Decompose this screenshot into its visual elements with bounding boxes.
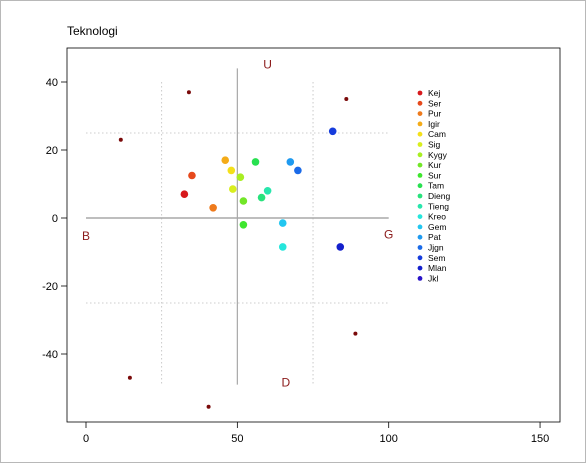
- legend-marker-tieng: [417, 203, 423, 209]
- legend-label-tieng: Tieng: [428, 201, 449, 211]
- y-tick-label: 40: [46, 77, 58, 89]
- direction-label-g: G: [384, 227, 393, 241]
- data-point-igir: [221, 156, 230, 164]
- legend-marker-kreo: [417, 214, 423, 220]
- legend-label-cam: Cam: [428, 129, 446, 139]
- center-axes: [86, 68, 389, 385]
- legend-marker-kygy: [417, 152, 423, 158]
- data-point-sig: [229, 185, 237, 193]
- data-point-pat: [286, 158, 295, 166]
- data-point-jjgn: [294, 166, 302, 175]
- data-point-tam: [251, 158, 260, 166]
- x-tick-label: 150: [531, 433, 549, 445]
- legend-label-gem: Gem: [428, 222, 446, 232]
- legend-marker-pat: [417, 234, 423, 240]
- direction-labels: U B G D: [82, 57, 393, 389]
- data-point-kej: [180, 190, 189, 198]
- data-point-sur: [239, 221, 248, 229]
- x-tick-label: 50: [231, 433, 243, 445]
- legend-marker-tam: [417, 183, 423, 189]
- y-tick-label: 0: [52, 213, 58, 225]
- legend-marker-kur: [417, 162, 423, 168]
- legend-label-tam: Tam: [428, 181, 444, 191]
- legend-marker-sem: [417, 255, 423, 261]
- data-point-pur: [209, 204, 217, 212]
- y-tick-label: 20: [46, 145, 58, 157]
- legend-label-kej: Kej: [428, 88, 440, 98]
- direction-label-u: U: [263, 57, 272, 71]
- legend-marker-jjgn: [417, 245, 423, 250]
- data-point-kur: [239, 197, 248, 205]
- legend-marker-igir: [417, 121, 423, 127]
- legend-label-mlan: Mlan: [428, 263, 447, 273]
- direction-label-b: B: [82, 229, 90, 243]
- legend-marker-kej: [417, 90, 423, 96]
- anchor-point: [353, 331, 358, 336]
- data-point-ser: [188, 171, 196, 180]
- data-point-kygy: [236, 173, 245, 181]
- anchor-point: [206, 404, 211, 409]
- legend-label-kreo: Kreo: [428, 212, 446, 222]
- legend-marker-cam: [417, 131, 423, 137]
- legend-label-kur: Kur: [428, 160, 441, 170]
- legend: KejSerPurIgirCamSigKygyKurSurTamDiengTie…: [417, 88, 450, 283]
- legend-label-jkl: Jkl: [428, 273, 439, 283]
- data-point-sem: [328, 127, 337, 136]
- chart-title: Teknologi: [67, 24, 118, 38]
- legend-marker-sur: [417, 173, 423, 178]
- x-tick-label: 100: [380, 433, 398, 445]
- legend-label-sur: Sur: [428, 170, 441, 180]
- y-tick-label: -20: [42, 281, 58, 293]
- anchor-points: [118, 90, 358, 409]
- legend-label-sem: Sem: [428, 253, 445, 263]
- legend-label-kygy: Kygy: [428, 150, 448, 160]
- data-point-gem: [278, 219, 287, 227]
- legend-label-pur: Pur: [428, 109, 441, 119]
- legend-label-jjgn: Jjgn: [428, 243, 444, 253]
- anchor-point: [344, 97, 349, 101]
- legend-marker-sig: [417, 142, 423, 147]
- legend-label-sig: Sig: [428, 140, 441, 150]
- legend-label-dieng: Dieng: [428, 191, 450, 201]
- x-tick-label: 0: [83, 433, 89, 445]
- legend-marker-gem: [417, 224, 423, 230]
- anchor-point: [127, 375, 132, 380]
- legend-marker-pur: [417, 111, 423, 116]
- legend-marker-ser: [417, 100, 423, 106]
- y-tick-label: -40: [42, 349, 58, 361]
- legend-marker-dieng: [417, 193, 423, 199]
- data-point-dieng: [257, 193, 266, 202]
- data-point-cam: [227, 166, 236, 175]
- legend-marker-mlan: [417, 265, 423, 271]
- anchor-point: [118, 137, 123, 142]
- legend-label-ser: Ser: [428, 98, 441, 108]
- guide-lines: [86, 82, 389, 385]
- direction-label-d: D: [281, 375, 290, 389]
- data-points: [180, 127, 345, 251]
- legend-marker-jkl: [417, 276, 423, 281]
- data-point-mlan: [336, 243, 345, 251]
- data-point-kreo: [278, 243, 287, 251]
- legend-label-igir: Igir: [428, 119, 440, 129]
- anchor-point: [186, 90, 191, 95]
- axis-ticks: 0 50 100 150 -40 -20 0 20 40: [42, 77, 549, 445]
- legend-label-pat: Pat: [428, 232, 441, 242]
- data-point-tieng: [263, 187, 272, 195]
- plot-box: [66, 47, 561, 423]
